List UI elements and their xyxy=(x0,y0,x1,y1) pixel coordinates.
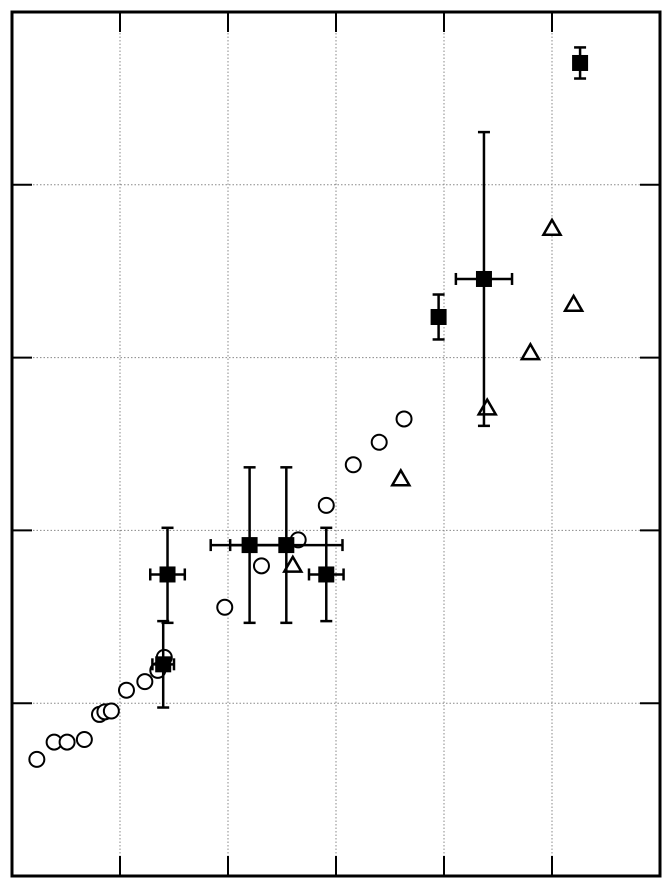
circle-point xyxy=(75,730,93,748)
circle-point xyxy=(252,557,270,575)
circle-point xyxy=(395,410,413,428)
circle-point xyxy=(28,750,46,768)
square-point xyxy=(159,566,176,583)
axis-ticks xyxy=(12,12,660,876)
triangle-point xyxy=(519,341,542,361)
circle-point xyxy=(117,681,135,699)
square-point xyxy=(572,54,589,71)
square-point xyxy=(278,537,295,554)
circle-point xyxy=(58,733,76,751)
circle-point xyxy=(102,702,120,720)
triangle-point xyxy=(562,293,585,312)
square-point xyxy=(475,270,492,287)
square-point xyxy=(430,308,447,325)
circle-point xyxy=(370,433,388,451)
triangle-point xyxy=(541,217,563,236)
data-points xyxy=(28,46,589,768)
triangle-point xyxy=(282,554,304,573)
plot-frame xyxy=(10,10,662,878)
square-point xyxy=(318,566,335,583)
square-point xyxy=(155,656,172,673)
circle-point xyxy=(317,496,335,514)
circle-point xyxy=(216,598,234,616)
grid-lines xyxy=(12,12,660,876)
circle-point xyxy=(136,673,154,691)
circle-point xyxy=(344,456,362,474)
triangle-point xyxy=(390,467,412,487)
